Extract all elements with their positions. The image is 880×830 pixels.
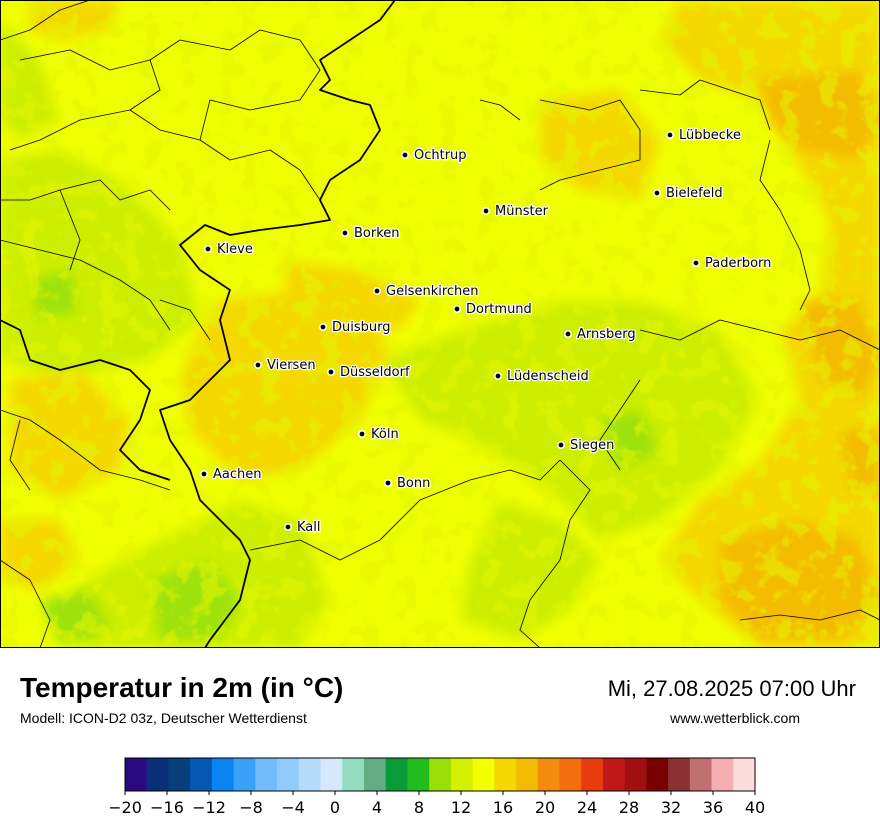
legend-swatch bbox=[320, 758, 343, 791]
city-paderborn: Paderborn bbox=[691, 255, 773, 272]
legend-tick-label: −20 bbox=[110, 798, 142, 817]
legend-swatch bbox=[472, 758, 495, 791]
legend-swatch bbox=[624, 758, 647, 791]
city-bielefeld: Bielefeld bbox=[652, 185, 724, 202]
city-gelsenkirchen: Gelsenkirchen bbox=[372, 283, 480, 300]
svg-text:Münster: Münster bbox=[495, 204, 549, 219]
city-luedenscheid: Lüdenscheid bbox=[493, 368, 590, 385]
temperature-map: Ochtrup Lübbecke Bielefeld Münster Borke… bbox=[0, 0, 880, 648]
city-bonn: Bonn bbox=[383, 475, 432, 492]
legend-tick-label: 16 bbox=[493, 798, 513, 817]
legend-tick-label: 0 bbox=[330, 798, 340, 817]
legend-ticks: −20 −16 −12 −8 −4 0 4 8 12 16 20 24 28 32 36 40 bbox=[110, 791, 765, 817]
legend-swatch bbox=[233, 758, 256, 791]
city-markers: Ochtrup Lübbecke Bielefeld Münster Borke… bbox=[200, 127, 773, 536]
svg-text:Köln: Köln bbox=[371, 427, 399, 442]
model-subtitle: Modell: ICON-D2 03z, Deutscher Wetterdie… bbox=[20, 710, 307, 726]
legend-swatch bbox=[125, 758, 148, 791]
legend-swatch bbox=[537, 758, 560, 791]
city-koeln: Köln bbox=[357, 426, 400, 443]
city-muenster: Münster bbox=[481, 203, 550, 220]
svg-text:Duisburg: Duisburg bbox=[332, 320, 391, 335]
legend-swatch bbox=[190, 758, 213, 791]
svg-text:Kleve: Kleve bbox=[217, 242, 253, 257]
legend-tick-label: 32 bbox=[661, 798, 681, 817]
city-kall: Kall bbox=[283, 519, 322, 536]
legend-swatch bbox=[581, 758, 604, 791]
district-borders bbox=[0, 0, 880, 648]
svg-text:Gelsenkirchen: Gelsenkirchen bbox=[386, 284, 479, 299]
city-duesseldorf: Düsseldorf bbox=[326, 364, 411, 381]
city-luebbecke: Lübbecke bbox=[665, 127, 742, 144]
svg-text:Arnsberg: Arnsberg bbox=[577, 327, 636, 342]
legend-swatch bbox=[689, 758, 712, 791]
svg-text:Viersen: Viersen bbox=[267, 358, 316, 373]
legend-tick-label: 8 bbox=[414, 798, 424, 817]
legend-swatch bbox=[516, 758, 539, 791]
city-duisburg: Duisburg bbox=[318, 319, 392, 336]
legend-swatch bbox=[494, 758, 517, 791]
city-borken: Borken bbox=[340, 225, 401, 242]
svg-text:Bonn: Bonn bbox=[397, 476, 430, 491]
legend-tick-label: 28 bbox=[619, 798, 639, 817]
city-kleve: Kleve bbox=[204, 241, 254, 258]
svg-text:Bielefeld: Bielefeld bbox=[666, 186, 723, 201]
legend-swatch bbox=[602, 758, 626, 791]
legend-swatch bbox=[342, 758, 365, 791]
forecast-datetime: Mi, 27.08.2025 07:00 Uhr bbox=[607, 676, 856, 701]
legend-tick-label: −8 bbox=[239, 798, 263, 817]
state-borders bbox=[0, 0, 396, 648]
svg-text:Borken: Borken bbox=[354, 226, 400, 241]
legend-swatch bbox=[146, 758, 169, 791]
legend-tick-label: 40 bbox=[745, 798, 765, 817]
svg-text:Kall: Kall bbox=[297, 520, 321, 535]
legend-swatch bbox=[211, 758, 235, 791]
legend-tick-label: −12 bbox=[192, 798, 226, 817]
legend-tick-label: 20 bbox=[535, 798, 555, 817]
svg-text:Siegen: Siegen bbox=[570, 438, 614, 453]
legend-tick-label: 12 bbox=[451, 798, 471, 817]
website-link[interactable]: www.wetterblick.com bbox=[670, 710, 800, 726]
city-ochtrup: Ochtrup bbox=[400, 147, 468, 164]
legend-swatch bbox=[168, 758, 191, 791]
svg-text:Aachen: Aachen bbox=[213, 467, 261, 482]
legend-tick-label: 4 bbox=[372, 798, 382, 817]
legend-tick-label: 36 bbox=[703, 798, 723, 817]
legend-swatch bbox=[450, 758, 473, 791]
city-siegen: Siegen bbox=[556, 437, 616, 454]
svg-text:Dortmund: Dortmund bbox=[466, 302, 532, 317]
city-dortmund: Dortmund bbox=[452, 301, 533, 318]
page-title: Temperatur in 2m (in °C) bbox=[20, 672, 344, 703]
svg-text:Paderborn: Paderborn bbox=[705, 256, 771, 271]
legend-swatch bbox=[363, 758, 387, 791]
legend-swatch bbox=[668, 758, 691, 791]
legend-swatch bbox=[711, 758, 734, 791]
color-legend: −20 −16 −12 −8 −4 0 4 8 12 16 20 24 28 32 36 40 bbox=[110, 757, 765, 817]
svg-text:Lübbecke: Lübbecke bbox=[679, 128, 741, 143]
city-viersen: Viersen bbox=[254, 357, 317, 374]
svg-text:Düsseldorf: Düsseldorf bbox=[340, 365, 410, 380]
legend-swatch bbox=[559, 758, 582, 791]
field-texture bbox=[0, 0, 880, 648]
svg-text:Ochtrup: Ochtrup bbox=[414, 148, 467, 163]
legend-swatch bbox=[733, 758, 756, 791]
svg-text:Lüdenscheid: Lüdenscheid bbox=[507, 369, 589, 384]
legend-tick-label: −16 bbox=[150, 798, 184, 817]
legend-swatch bbox=[407, 758, 430, 791]
legend-swatch bbox=[298, 758, 321, 791]
legend-swatch bbox=[255, 758, 278, 791]
legend-swatches bbox=[125, 758, 756, 791]
city-aachen: Aachen bbox=[200, 466, 263, 483]
legend-swatch bbox=[385, 758, 408, 791]
legend-swatch bbox=[277, 758, 300, 791]
legend-swatch bbox=[429, 758, 452, 791]
city-arnsberg: Arnsberg bbox=[563, 326, 637, 343]
legend-swatch bbox=[646, 758, 669, 791]
legend-tick-label: −4 bbox=[281, 798, 305, 817]
legend-frame bbox=[124, 757, 756, 792]
legend-tick-label: 24 bbox=[577, 798, 597, 817]
